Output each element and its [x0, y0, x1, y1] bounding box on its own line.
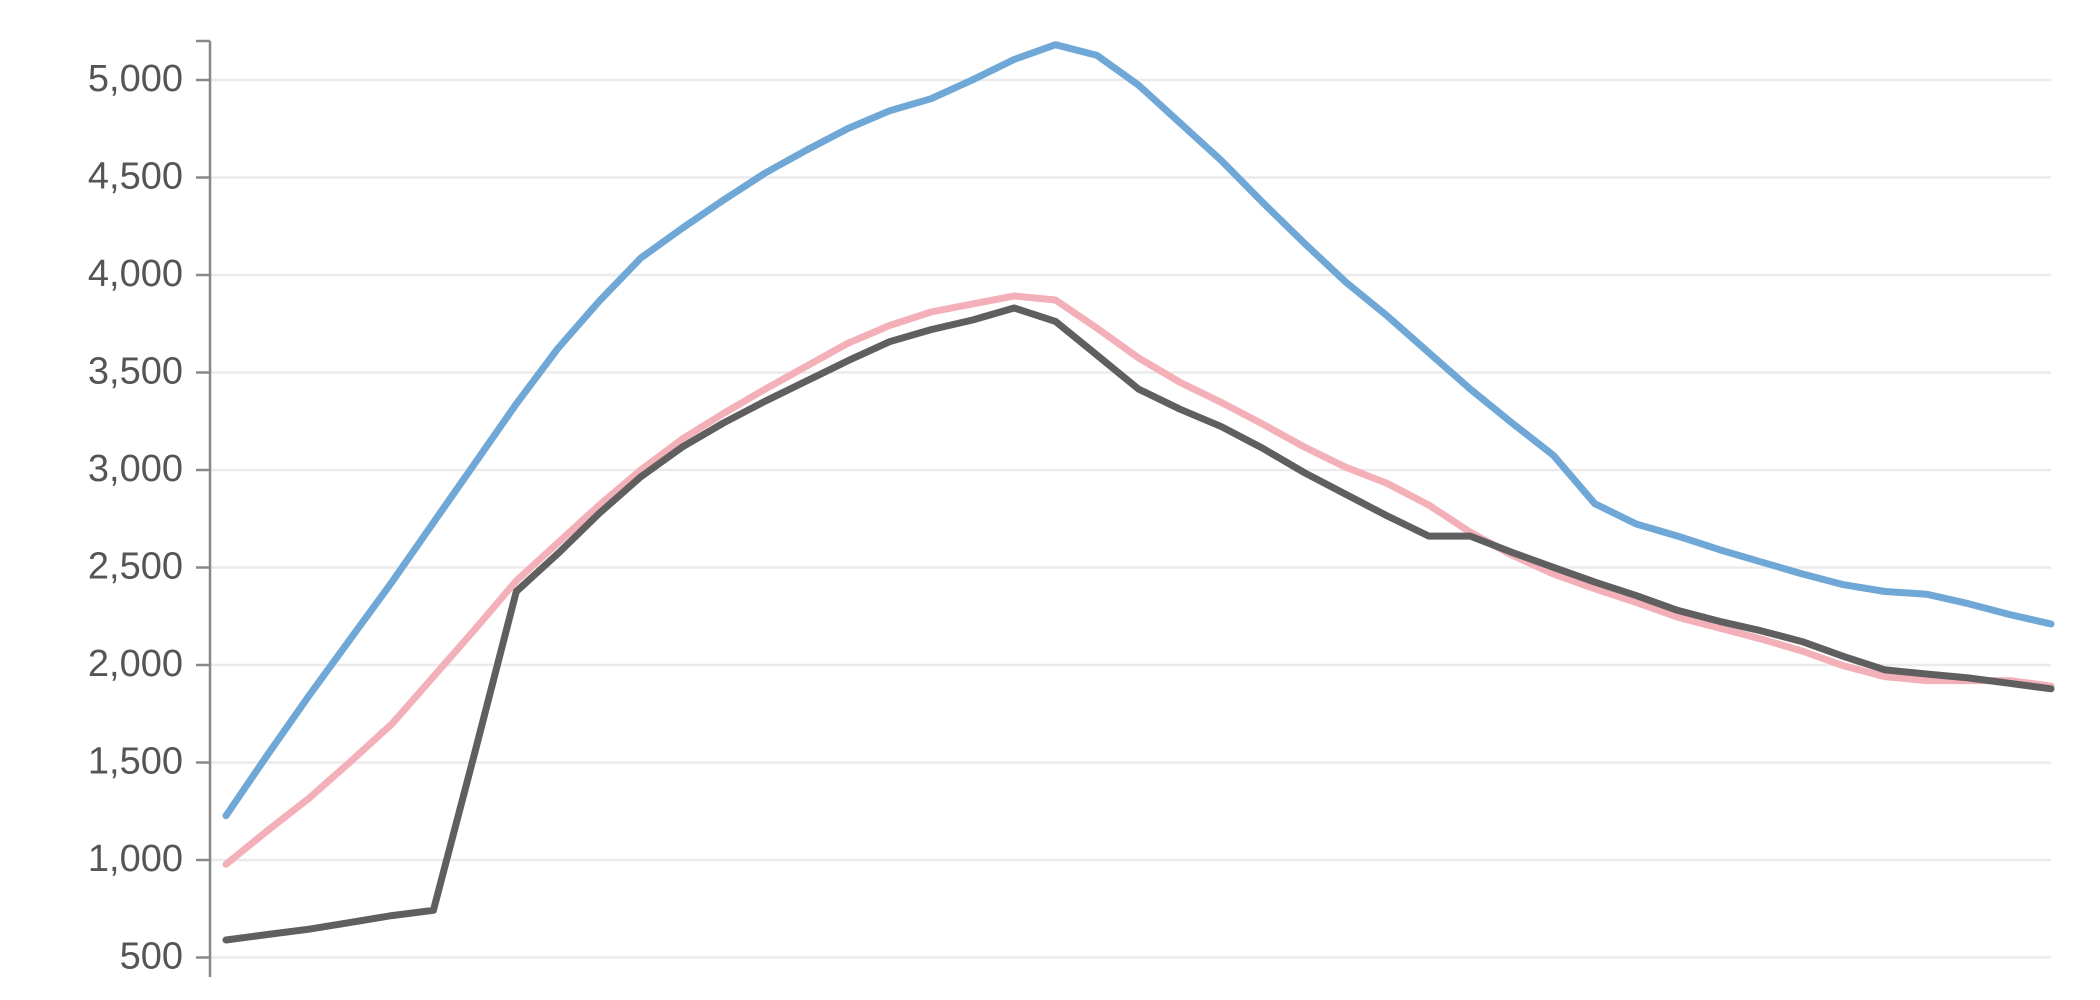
y-tick-label: 5,000 [88, 58, 183, 100]
y-tick-label: 4,500 [88, 156, 183, 198]
lines [222, 41, 2055, 944]
y-tick-label: 4,000 [88, 253, 183, 295]
series-line [222, 41, 2055, 820]
y-tick-label: 1,000 [88, 838, 183, 880]
y-tick-label: 2,500 [88, 546, 183, 588]
grid [210, 78, 2051, 959]
y-tick-label: 3,500 [88, 351, 183, 393]
y-tick-label: 2,000 [88, 643, 183, 685]
y-tick-label: 1,500 [88, 741, 183, 783]
y-axis: 500 1,000 1,500 2,000 2,500 3,000 3,500 4,000 4,… [88, 39, 212, 978]
y-tick-label: 3,000 [88, 448, 183, 490]
y-tick-label: 500 [120, 936, 183, 978]
series-line [222, 292, 2055, 868]
series-line [222, 304, 2055, 944]
